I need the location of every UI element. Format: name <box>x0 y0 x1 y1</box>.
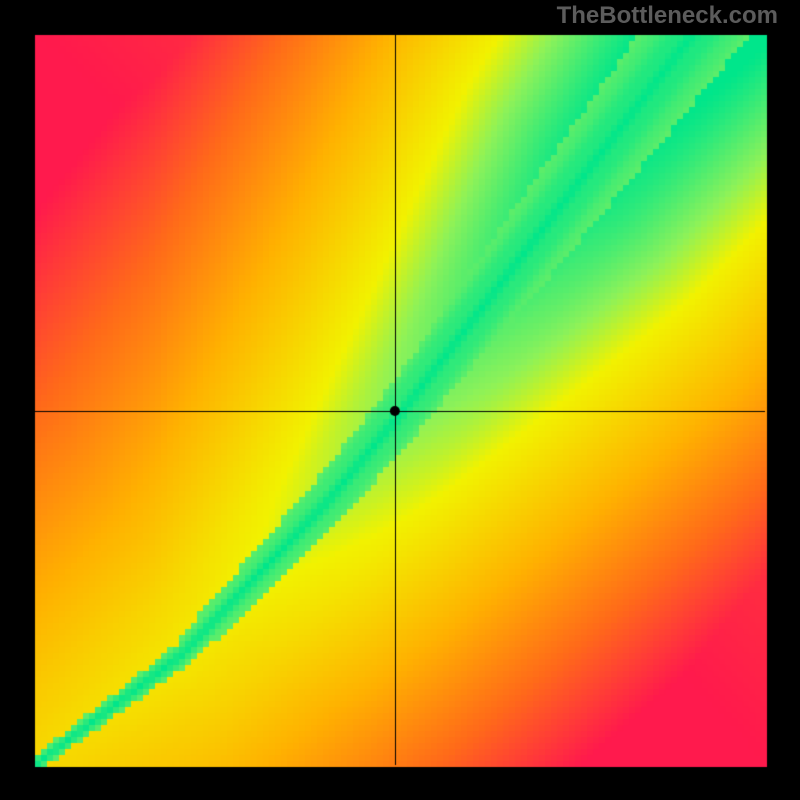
bottleneck-heatmap <box>0 0 800 800</box>
watermark-text: TheBottleneck.com <box>557 2 778 30</box>
